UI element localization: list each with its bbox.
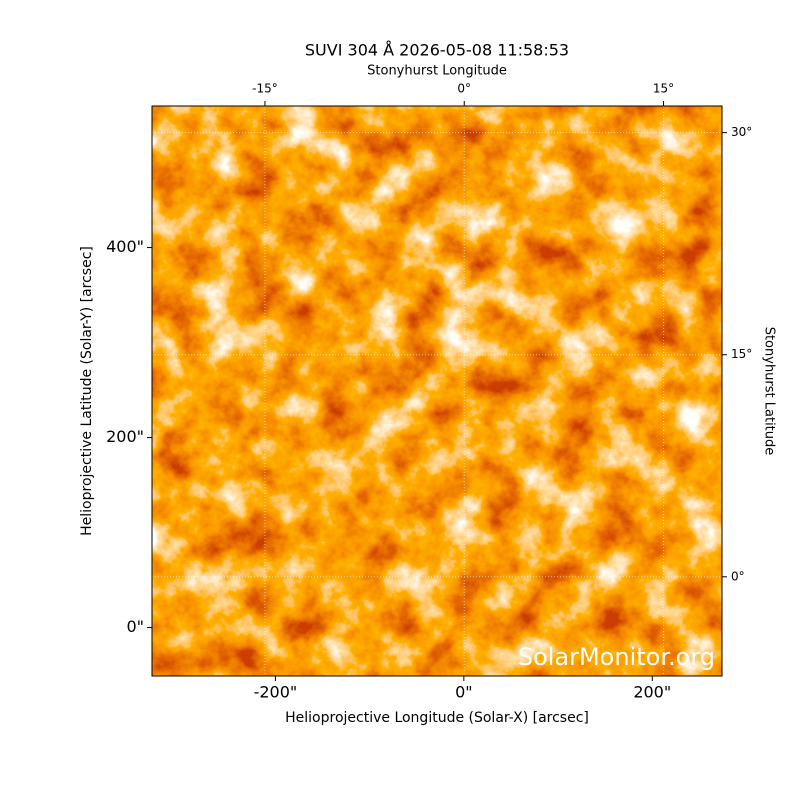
y2-tick-label: 30° [731,125,752,139]
y2-tick-label: 15° [731,347,752,361]
y-tick-label: 0" [126,617,144,636]
y2-tick-label: 0° [731,569,745,583]
watermark: SolarMonitor.org [518,643,715,671]
x-tick-label: 0" [455,683,473,702]
plot-frame [151,105,723,677]
x-tick-label: 200" [633,683,671,702]
chart-title: SUVI 304 Å 2026-05-08 11:58:53 [305,41,569,60]
x2-tick-label: -15° [252,82,278,96]
solar-image [152,106,722,676]
x2-tick-label: 15° [653,82,674,96]
y-tick-label: 400" [106,237,144,256]
y-tick-label: 200" [106,427,144,446]
x-tick-label: -200" [254,683,298,702]
y-axis-label: Helioprojective Latitude (Solar-Y) [arcs… [79,246,95,536]
x2-tick-label: 0° [457,82,471,96]
y2-axis-label: Stonyhurst Latitude [762,327,777,456]
x2-axis-label: Stonyhurst Longitude [367,64,507,79]
x-axis-label: Helioprojective Longitude (Solar-X) [arc… [285,710,589,726]
